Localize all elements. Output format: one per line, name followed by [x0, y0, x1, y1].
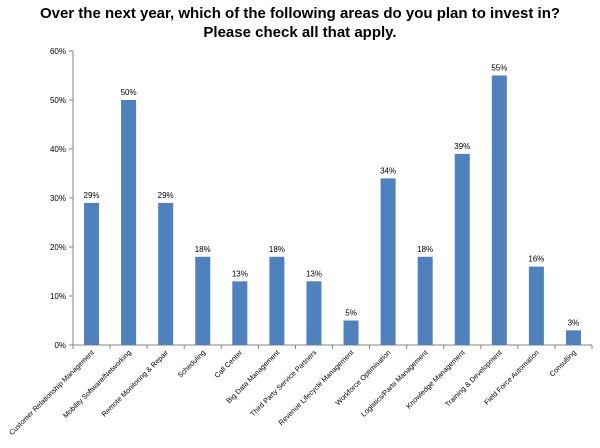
y-tick-label: 40%: [50, 145, 66, 154]
bar: [121, 100, 137, 345]
data-label: 18%: [417, 245, 433, 254]
bar: [84, 202, 100, 345]
bar: [195, 256, 211, 345]
data-label: 55%: [491, 64, 507, 73]
data-label: 39%: [454, 142, 470, 151]
bar: [528, 266, 544, 345]
data-label: 16%: [528, 255, 544, 264]
data-label: 13%: [232, 269, 248, 278]
y-tick-label: 20%: [50, 243, 66, 252]
y-tick-label: 30%: [50, 194, 66, 203]
bar: [232, 281, 248, 345]
y-tick-label: 10%: [50, 292, 66, 301]
chart-title-line-1: Over the next year, which of the followi…: [39, 5, 561, 22]
data-label: 18%: [195, 245, 211, 254]
data-label: 29%: [158, 191, 174, 200]
data-label: 34%: [380, 166, 396, 175]
data-label: 18%: [269, 245, 285, 254]
bar: [491, 75, 507, 345]
y-tick-label: 60%: [50, 47, 66, 56]
data-label: 5%: [345, 309, 357, 318]
data-label: 13%: [306, 269, 322, 278]
category-label: Consulting: [547, 348, 577, 378]
category-label: Scheduling: [176, 348, 208, 380]
category-label: Third Party Service Partners: [248, 348, 318, 418]
bar: [417, 256, 433, 345]
bar: [158, 202, 174, 345]
category-label: Call Center: [212, 348, 244, 380]
category-label: Mobility Software/Networking: [61, 348, 133, 420]
data-label: 50%: [121, 88, 137, 97]
bar: [269, 256, 285, 345]
data-label: 3%: [568, 318, 580, 327]
bar: [343, 320, 359, 345]
bar: [454, 153, 470, 345]
bar: [380, 178, 396, 345]
chart-title: Over the next year, which of the followi…: [0, 4, 600, 42]
y-tick-label: 0%: [54, 341, 66, 350]
category-label: Remote Monitoring & Repair: [100, 348, 171, 419]
bar: [565, 330, 581, 345]
category-label: Revenue Lifecycle Management: [276, 348, 355, 427]
y-tick-label: 50%: [50, 96, 66, 105]
chart-title-line-2: Please check all that apply.: [203, 24, 397, 41]
bar: [306, 281, 322, 345]
data-label: 29%: [84, 191, 100, 200]
category-label: Logistics/Parts Management: [359, 348, 429, 418]
